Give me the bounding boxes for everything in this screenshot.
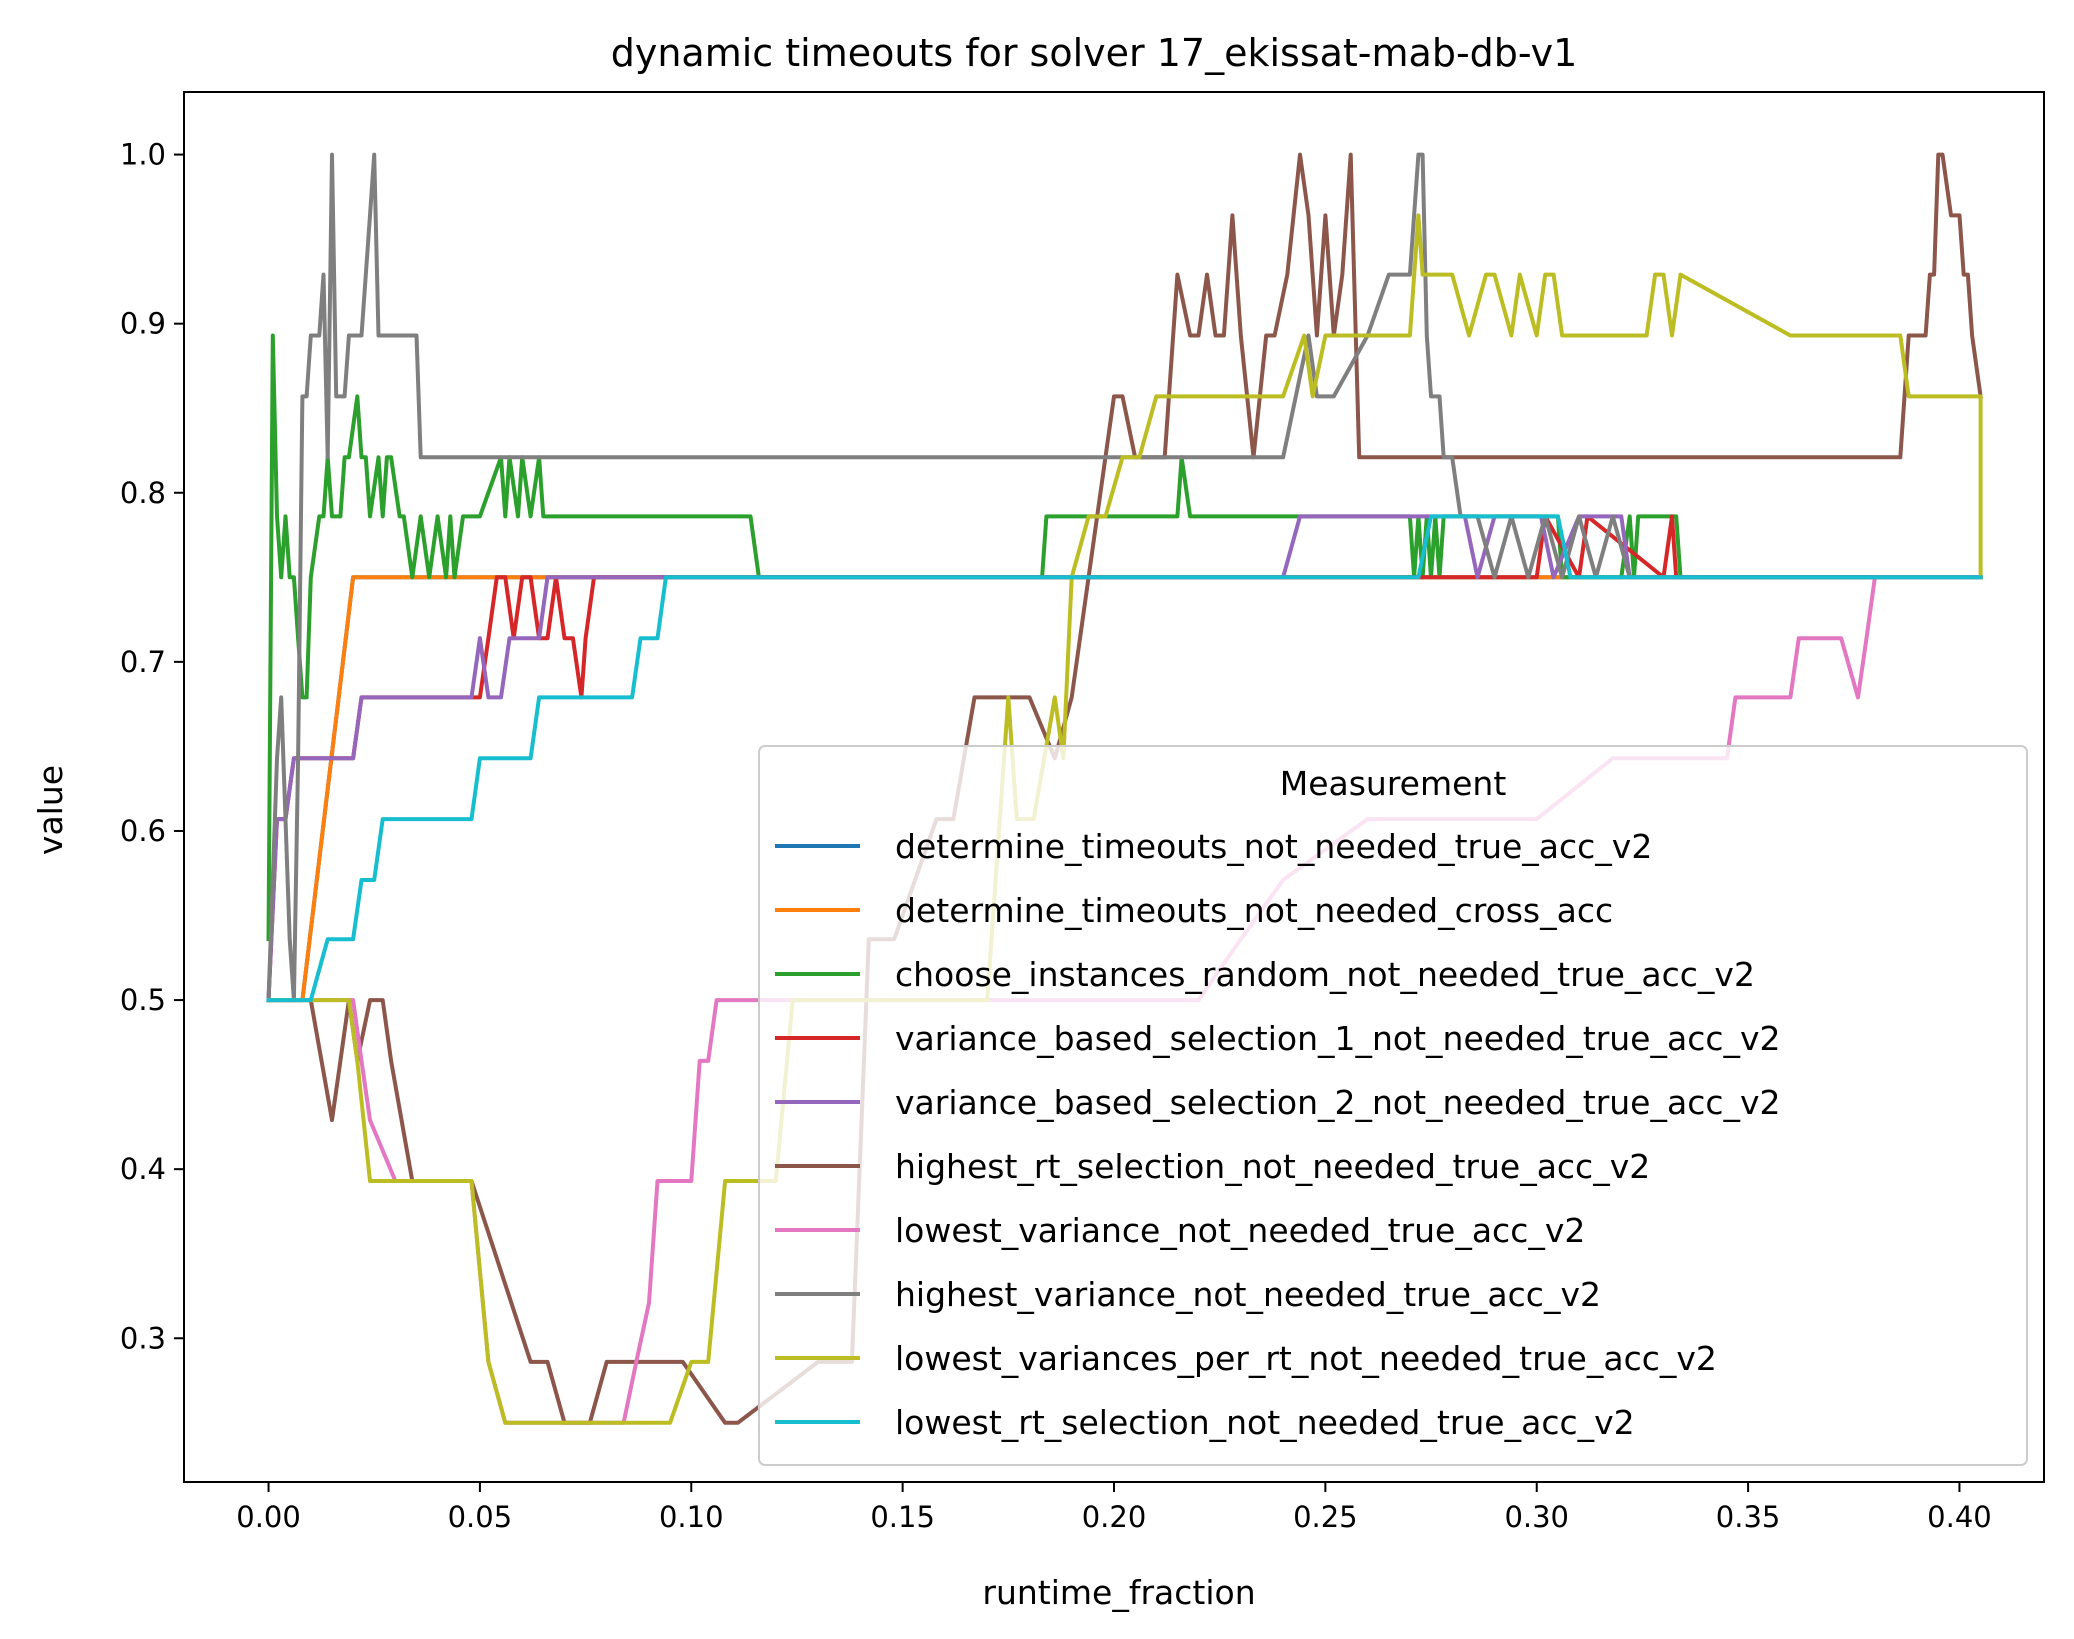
legend-box — [758, 745, 2028, 1466]
y-tick-label: 0.7 — [120, 645, 166, 679]
x-tick-label: 0.00 — [236, 1500, 301, 1534]
series-line-3 — [266, 333, 1983, 942]
legend-title: Measurement — [1280, 764, 1507, 803]
series-line-8 — [266, 152, 1983, 1003]
series-layer — [266, 152, 1983, 1425]
x-tick-label: 0.15 — [870, 1500, 935, 1534]
x-tick-label: 0.40 — [1927, 1500, 1992, 1534]
x-tick-label: 0.20 — [1082, 1500, 1147, 1534]
x-axis-ticks: 0.00 0.05 0.10 0.15 0.20 0.25 0.30 0.35 0.40 — [236, 1482, 1992, 1534]
series-line-9 — [266, 213, 1983, 1425]
series-line-10 — [266, 514, 1983, 1003]
x-tick-label: 0.35 — [1716, 1500, 1781, 1534]
y-tick-label: 0.3 — [120, 1321, 166, 1355]
y-tick-label: 0.5 — [120, 983, 166, 1017]
legend-entries: determine_timeouts_not_needed_true_acc_v… — [775, 827, 1781, 1442]
legend-entry-label: variance_based_selection_2_not_needed_tr… — [895, 1083, 1781, 1122]
y-tick-label: 0.8 — [120, 476, 166, 510]
legend-entry-label: lowest_rt_selection_not_needed_true_acc_… — [895, 1403, 1635, 1442]
x-tick-label: 0.30 — [1504, 1500, 1569, 1534]
chart-title: dynamic timeouts for solver 17_ekissat-m… — [611, 31, 1578, 75]
y-tick-label: 0.4 — [120, 1152, 166, 1186]
legend-entry-label: choose_instances_random_not_needed_true_… — [895, 955, 1755, 994]
x-axis-label: runtime_fraction — [982, 1573, 1255, 1612]
y-axis-label: value — [31, 765, 70, 855]
x-tick-label: 0.25 — [1293, 1500, 1358, 1534]
legend-entry-label: lowest_variance_not_needed_true_acc_v2 — [895, 1211, 1585, 1250]
legend-entry-label: determine_timeouts_not_needed_true_acc_v… — [895, 827, 1652, 866]
x-tick-label: 0.05 — [448, 1500, 513, 1534]
legend-entry-label: lowest_variances_per_rt_not_needed_true_… — [895, 1339, 1717, 1378]
y-axis-ticks: 0.3 0.4 0.5 0.6 0.7 0.8 0.9 1.0 — [120, 138, 184, 1355]
legend-entry-label: highest_variance_not_needed_true_acc_v2 — [895, 1275, 1601, 1314]
x-tick-label: 0.10 — [659, 1500, 724, 1534]
legend: Measurement determine_timeouts_not_neede… — [758, 745, 2028, 1466]
legend-entry-label: variance_based_selection_1_not_needed_tr… — [895, 1019, 1781, 1058]
y-tick-label: 0.6 — [120, 814, 166, 848]
legend-entry-label: highest_rt_selection_not_needed_true_acc… — [895, 1147, 1650, 1186]
y-tick-label: 0.9 — [120, 307, 166, 341]
y-tick-label: 1.0 — [120, 138, 166, 172]
legend-entry-label: determine_timeouts_not_needed_cross_acc — [895, 891, 1613, 930]
